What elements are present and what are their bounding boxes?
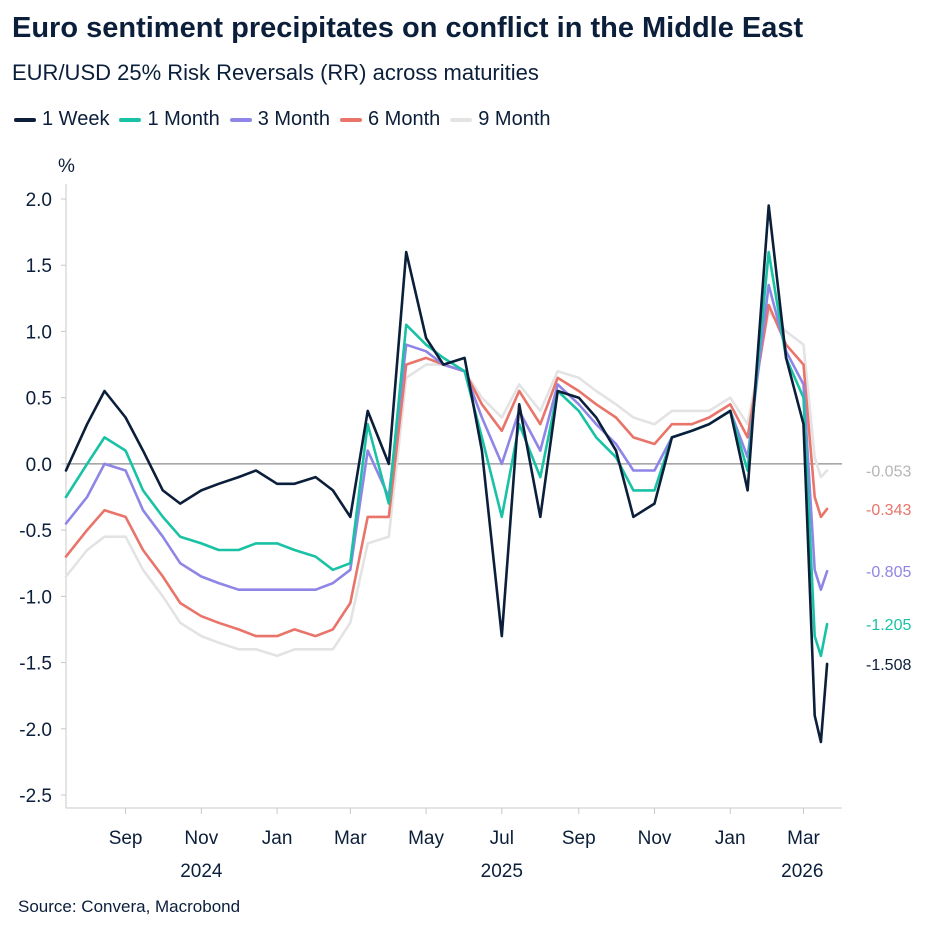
x-tick-label: Nov <box>184 828 218 849</box>
end-value-label-1-month: -1.205 <box>866 617 911 634</box>
legend-label: 1 Week <box>42 108 110 130</box>
series-layer <box>64 204 829 744</box>
x-tick-label: Jan <box>715 828 746 849</box>
legend-item-9-month: 9 Month <box>450 108 551 131</box>
x-tick-label: Nov <box>638 828 672 849</box>
legend-item-1-week: 1 Week <box>14 108 109 131</box>
legend-item-1-month: 1 Month <box>119 108 220 131</box>
series-line-3-month <box>64 283 829 592</box>
legend-item-6-month: 6 Month <box>339 108 441 131</box>
x-tick-label: May <box>408 828 444 849</box>
series-line-1-month <box>64 250 829 658</box>
y-tick-label: 1.0 <box>26 322 52 343</box>
y-tick-label: -1.5 <box>19 654 52 675</box>
legend-item-3-month: 3 Month <box>229 108 330 131</box>
y-tick-label: 2.0 <box>26 190 52 211</box>
y-tick-label: -2.0 <box>19 720 52 741</box>
legend-swatch <box>14 117 36 122</box>
chart-title: Euro sentiment precipitates on conflict … <box>12 12 804 44</box>
end-value-label-1-week: -1.508 <box>866 657 911 674</box>
x-year-label: 2026 <box>781 861 823 882</box>
legend-label: 1 Month <box>147 108 220 130</box>
x-tick-label: Mar <box>787 828 820 849</box>
source-note: Source: Convera, Macrobond <box>18 897 241 916</box>
legend-swatch <box>339 117 362 122</box>
end-value-label-3-month: -0.805 <box>866 564 911 581</box>
x-tick-label: Mar <box>334 828 367 849</box>
y-tick-label: 1.5 <box>26 256 52 277</box>
series-line-6-month <box>64 303 829 638</box>
legend-swatch <box>229 117 252 122</box>
legend-label: 3 Month <box>257 108 330 130</box>
y-tick-label: -1.0 <box>19 587 52 608</box>
x-tick-label: Sep <box>562 828 596 849</box>
y-axis-unit: % <box>58 156 75 177</box>
y-tick-label: 0.5 <box>26 389 52 410</box>
x-year-label: 2025 <box>481 861 523 882</box>
series-line-1-week <box>64 204 829 744</box>
end-value-label-9-month: -0.053 <box>866 464 911 481</box>
chart-subtitle: EUR/USD 25% Risk Reversals (RR) across m… <box>12 60 539 85</box>
axes: 2.0 1.5 1.0 0.5 0.0 -0.5 -1.0 -1.5 -2.0 -2.5 Sep No… <box>19 184 842 882</box>
legend-swatch <box>450 117 473 122</box>
y-tick-label: 0.0 <box>26 455 52 476</box>
x-tick-label: Jul <box>490 828 514 849</box>
x-tick-label: Sep <box>109 828 143 849</box>
legend: 1 Week 1 Month 3 Month 6 Month 9 Month <box>14 108 551 131</box>
x-tick-label: Jan <box>262 828 293 849</box>
end-value-label-6-month: -0.343 <box>866 502 911 519</box>
legend-swatch <box>119 117 142 122</box>
y-tick-label: -2.5 <box>19 786 52 807</box>
legend-label: 9 Month <box>478 108 551 130</box>
end-labels: -1.508 -1.205 -0.805 -0.343 -0.053 <box>866 464 911 674</box>
x-year-label: 2024 <box>180 861 223 882</box>
legend-label: 6 Month <box>367 108 441 130</box>
y-tick-label: -0.5 <box>19 521 52 542</box>
